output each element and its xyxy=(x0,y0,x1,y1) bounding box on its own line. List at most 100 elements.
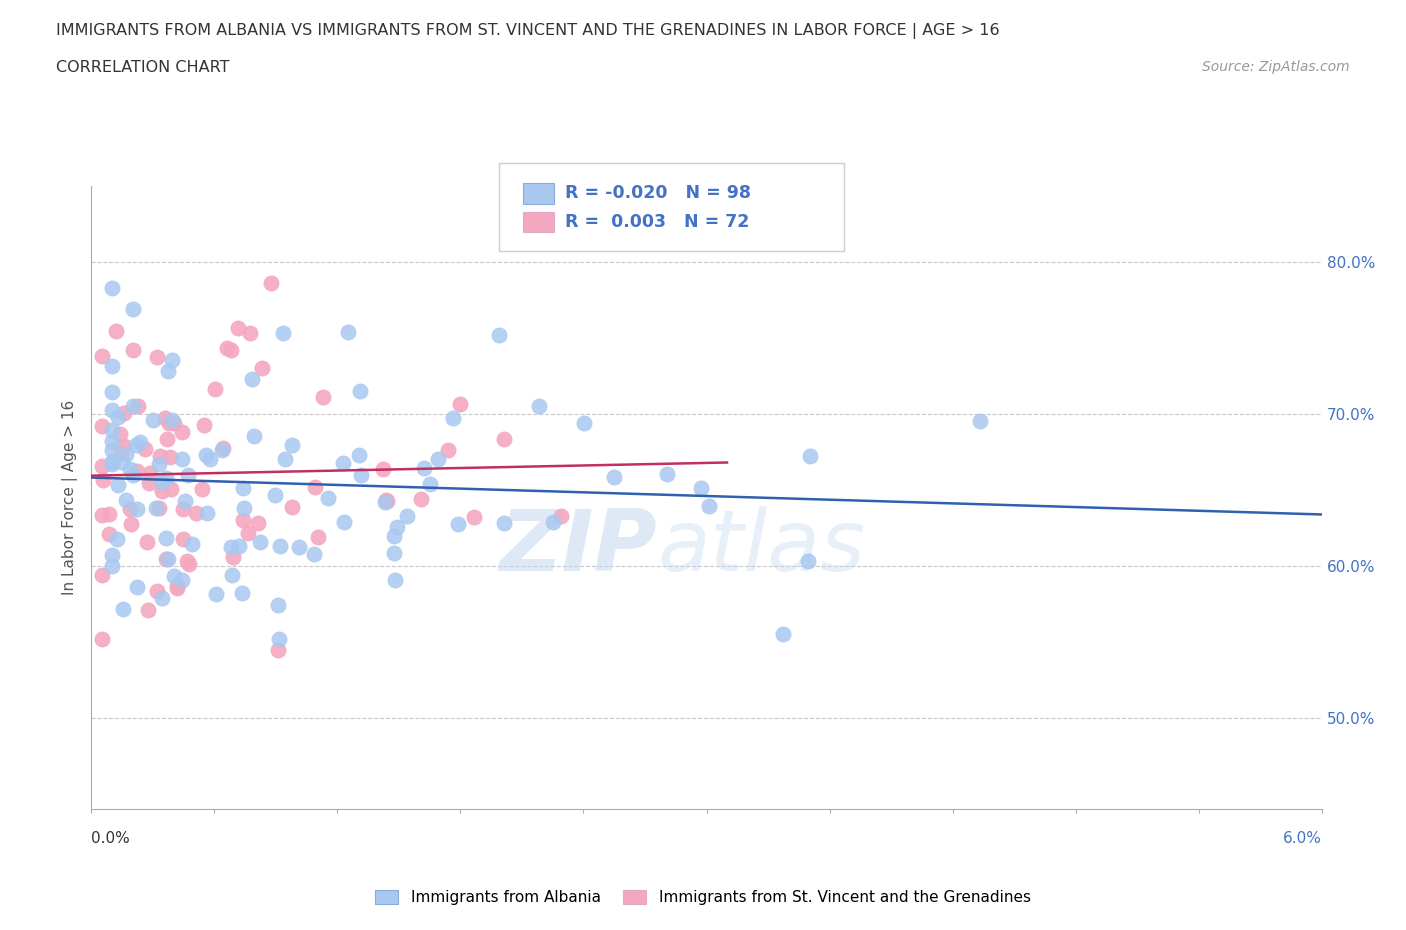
Point xyxy=(274,451,297,466)
Point xyxy=(690,481,713,496)
Text: R =  0.003   N = 72: R = 0.003 N = 72 xyxy=(565,213,749,232)
Point xyxy=(271,326,294,340)
Point xyxy=(184,505,207,520)
Point xyxy=(395,508,418,523)
Point xyxy=(375,494,398,509)
Point xyxy=(121,467,143,482)
Point xyxy=(266,643,288,658)
Text: IMMIGRANTS FROM ALBANIA VS IMMIGRANTS FROM ST. VINCENT AND THE GRENADINES IN LAB: IMMIGRANTS FROM ALBANIA VS IMMIGRANTS FR… xyxy=(56,23,1000,39)
Point xyxy=(104,324,127,339)
Point xyxy=(101,403,124,418)
Point xyxy=(157,416,180,431)
Point xyxy=(697,498,720,513)
Point xyxy=(163,569,186,584)
Point xyxy=(191,482,214,497)
Point xyxy=(150,591,173,605)
Point xyxy=(149,448,172,463)
Point xyxy=(115,492,138,507)
Point xyxy=(426,451,449,466)
Text: 0.0%: 0.0% xyxy=(91,830,131,845)
Point xyxy=(374,495,396,510)
Point xyxy=(449,396,471,411)
Point xyxy=(412,460,434,475)
Point xyxy=(796,553,818,568)
Point xyxy=(90,418,112,433)
Point xyxy=(437,443,460,458)
Point xyxy=(97,507,120,522)
Point xyxy=(221,567,243,582)
Point xyxy=(90,348,112,363)
Point xyxy=(136,602,159,617)
Point xyxy=(108,427,131,442)
Point xyxy=(145,500,167,515)
Point xyxy=(492,432,515,446)
Point xyxy=(267,632,290,647)
Point xyxy=(98,527,121,542)
Point xyxy=(120,516,142,531)
Point xyxy=(160,352,183,367)
Point xyxy=(267,597,290,612)
Point xyxy=(172,532,194,547)
Point xyxy=(142,412,165,427)
Point xyxy=(91,473,114,488)
Point xyxy=(110,445,132,460)
Point xyxy=(90,458,112,473)
Point xyxy=(155,471,177,485)
Point xyxy=(122,342,145,357)
Point xyxy=(419,477,441,492)
Point xyxy=(127,398,149,413)
Point xyxy=(269,538,291,553)
Point xyxy=(280,499,302,514)
Point xyxy=(90,631,112,646)
Point xyxy=(655,467,678,482)
Point xyxy=(382,545,405,560)
Point xyxy=(101,548,124,563)
Point xyxy=(799,449,821,464)
Point xyxy=(148,457,170,472)
Point xyxy=(122,398,145,413)
Point xyxy=(205,587,228,602)
Point xyxy=(101,455,124,470)
Point xyxy=(101,443,124,458)
Point xyxy=(101,457,124,472)
Point xyxy=(236,525,259,540)
Point xyxy=(155,551,177,566)
Point xyxy=(228,538,250,553)
Point xyxy=(219,343,242,358)
Point xyxy=(316,490,339,505)
Point xyxy=(112,438,135,453)
Text: Source: ZipAtlas.com: Source: ZipAtlas.com xyxy=(1202,60,1350,74)
Point xyxy=(156,551,179,566)
Point xyxy=(541,514,564,529)
Point xyxy=(122,302,145,317)
Point xyxy=(118,461,141,476)
Point xyxy=(90,508,112,523)
Point xyxy=(101,423,124,438)
Point xyxy=(350,468,373,483)
Point xyxy=(260,275,283,290)
Point xyxy=(101,559,124,574)
Point xyxy=(375,492,398,507)
Point xyxy=(172,501,194,516)
Point xyxy=(101,433,124,448)
Point xyxy=(150,484,173,498)
Point xyxy=(163,416,186,431)
Point xyxy=(232,481,254,496)
Point xyxy=(204,382,226,397)
Point xyxy=(125,502,148,517)
Point xyxy=(146,584,169,599)
Point xyxy=(212,441,235,456)
Point xyxy=(101,358,124,373)
Point xyxy=(347,447,370,462)
Point xyxy=(107,410,129,425)
Point xyxy=(155,530,177,545)
Point xyxy=(264,487,287,502)
Point xyxy=(332,455,354,470)
Point xyxy=(249,535,271,550)
Text: 6.0%: 6.0% xyxy=(1282,830,1322,845)
Point xyxy=(447,517,470,532)
Text: CORRELATION CHART: CORRELATION CHART xyxy=(56,60,229,75)
Point xyxy=(156,364,179,379)
Point xyxy=(125,579,148,594)
Point xyxy=(172,425,194,440)
